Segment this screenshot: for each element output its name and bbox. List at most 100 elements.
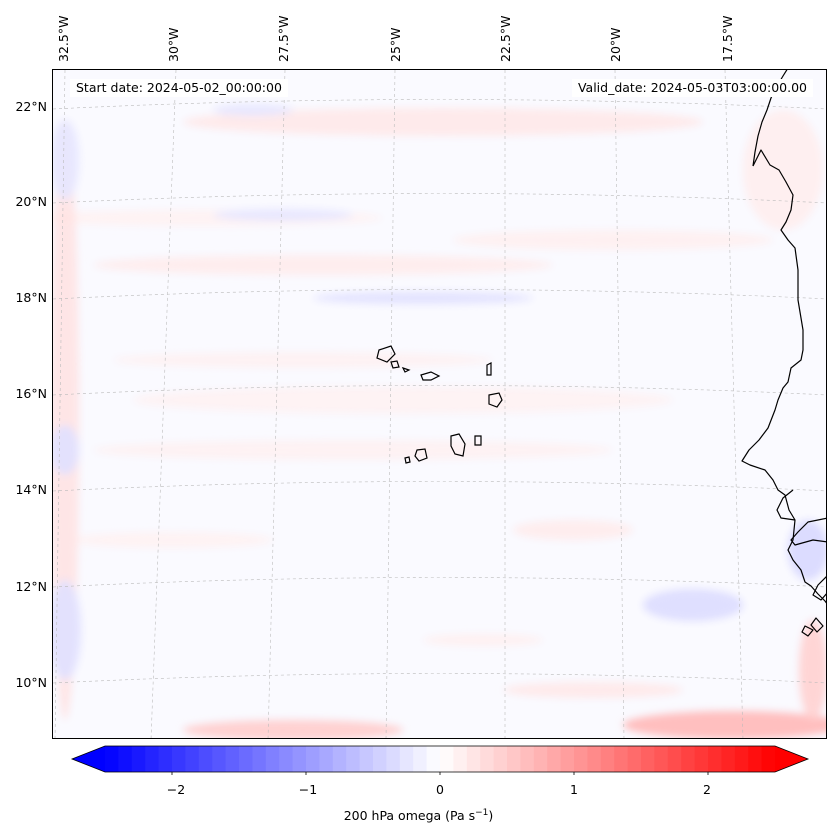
colorbar-segment xyxy=(225,746,240,772)
gridline-27-5w xyxy=(267,70,286,738)
lon-label-27-5w: 27.5°W xyxy=(276,15,291,62)
colorbar xyxy=(70,745,810,775)
gridline-12n xyxy=(53,577,826,588)
coastline-islet-1 xyxy=(810,617,824,633)
coastline-gambia xyxy=(790,517,826,546)
colorbar-segment xyxy=(453,746,468,772)
colorbar-extend-high xyxy=(775,746,808,772)
colorbar-segments xyxy=(72,746,808,772)
gridline-18n xyxy=(53,289,826,300)
gridline-32-5w xyxy=(54,70,66,738)
coastline-islet-2 xyxy=(801,625,814,637)
colorbar-segment xyxy=(413,746,428,772)
colorbar-segment xyxy=(332,746,347,772)
colorbar-tick-label: −2 xyxy=(166,782,186,797)
colorbar-segment xyxy=(131,746,146,772)
gridline-25w xyxy=(385,70,396,738)
valid-date-label: Valid_date: 2024-05-03T03:00:00.00 xyxy=(571,79,813,97)
gridline-14n xyxy=(53,481,826,492)
colorbar-segment xyxy=(265,746,280,772)
colorbar-segment xyxy=(399,746,414,772)
colorbar-segment xyxy=(614,746,629,772)
colorbar-label-exponent: −1 xyxy=(475,808,489,818)
colorbar-segment xyxy=(440,746,454,772)
colorbar-tick-label: 0 xyxy=(436,782,444,797)
island-santa-luzia xyxy=(401,366,411,373)
lat-label-16n: 16°N xyxy=(15,386,47,401)
colorbar-segment xyxy=(600,746,615,772)
colorbar-segment xyxy=(507,746,521,772)
colorbar-segment xyxy=(734,746,749,772)
colorbar-segment xyxy=(426,746,441,772)
island-sao-nicolau xyxy=(420,371,441,381)
colorbar-segment xyxy=(493,746,508,772)
colorbar-segment xyxy=(118,746,133,772)
omega-field-map xyxy=(53,70,826,738)
gridline-20n xyxy=(53,193,826,204)
colorbar-segment xyxy=(560,746,575,772)
colorbar-segment xyxy=(346,746,361,772)
colorbar-segment xyxy=(105,746,119,772)
gridline-30w xyxy=(150,70,177,738)
colorbar-segment xyxy=(641,746,655,772)
colorbar-segment xyxy=(667,746,682,772)
lon-label-17-5w: 17.5°W xyxy=(720,15,735,62)
colorbar-tick-marks xyxy=(171,772,709,775)
colorbar-segment xyxy=(694,746,709,772)
colorbar-segment xyxy=(158,746,173,772)
lat-label-12n: 12°N xyxy=(15,579,47,594)
coastline-cap-vert xyxy=(776,489,796,521)
island-sao-vicente xyxy=(390,360,400,369)
gridline-22n xyxy=(53,99,826,110)
colorbar-segment xyxy=(574,746,588,772)
graticule xyxy=(53,70,826,738)
island-maio xyxy=(474,435,482,446)
colorbar-segment xyxy=(547,746,562,772)
colorbar-segment xyxy=(708,746,722,772)
colorbar-tick-label: 1 xyxy=(570,782,578,797)
lat-label-14n: 14°N xyxy=(15,482,47,497)
coastline-mauritania-senegal xyxy=(741,149,826,604)
lat-label-22n: 22°N xyxy=(15,99,47,114)
colorbar-segment xyxy=(627,746,642,772)
colorbar-segment xyxy=(721,746,736,772)
island-santiago xyxy=(450,433,466,457)
colorbar-segment xyxy=(306,746,320,772)
island-santo-antao xyxy=(376,345,396,363)
colorbar-segment xyxy=(292,746,307,772)
gridline-20w xyxy=(614,70,625,738)
colorbar-segment xyxy=(748,746,763,772)
colorbar-tick-label: 2 xyxy=(703,782,711,797)
lon-label-22-5w: 22.5°W xyxy=(498,15,513,62)
island-fogo xyxy=(414,448,428,462)
gridline-10n xyxy=(53,673,826,684)
colorbar-segment xyxy=(359,746,374,772)
colorbar-segment xyxy=(252,746,267,772)
colorbar-segment xyxy=(212,746,227,772)
colorbar-segment xyxy=(198,746,213,772)
colorbar-segment xyxy=(319,746,334,772)
colorbar-segment xyxy=(386,746,401,772)
colorbar-segment xyxy=(239,746,253,772)
colorbar-segment xyxy=(654,746,669,772)
colorbar-segment xyxy=(587,746,602,772)
colorbar-segment xyxy=(145,746,160,772)
colorbar-segment xyxy=(279,746,294,772)
colorbar-outline xyxy=(70,745,810,773)
island-sal xyxy=(486,362,492,376)
colorbar-segment xyxy=(681,746,696,772)
colorbar-segment xyxy=(761,746,776,772)
colorbar-segment xyxy=(466,746,481,772)
lon-label-30w: 30°W xyxy=(166,27,181,62)
colorbar-segment xyxy=(533,746,548,772)
lat-label-20n: 20°N xyxy=(15,194,47,209)
island-brava xyxy=(404,456,411,464)
colorbar-segment xyxy=(480,746,495,772)
lat-label-10n: 10°N xyxy=(15,675,47,690)
cape-verde-islands xyxy=(376,345,503,464)
map-panel xyxy=(52,69,827,739)
colorbar-extend-low xyxy=(72,746,105,772)
colorbar-label-close: ) xyxy=(488,808,494,824)
colorbar-tick-label: −1 xyxy=(298,782,318,797)
colorbar-segment xyxy=(185,746,200,772)
